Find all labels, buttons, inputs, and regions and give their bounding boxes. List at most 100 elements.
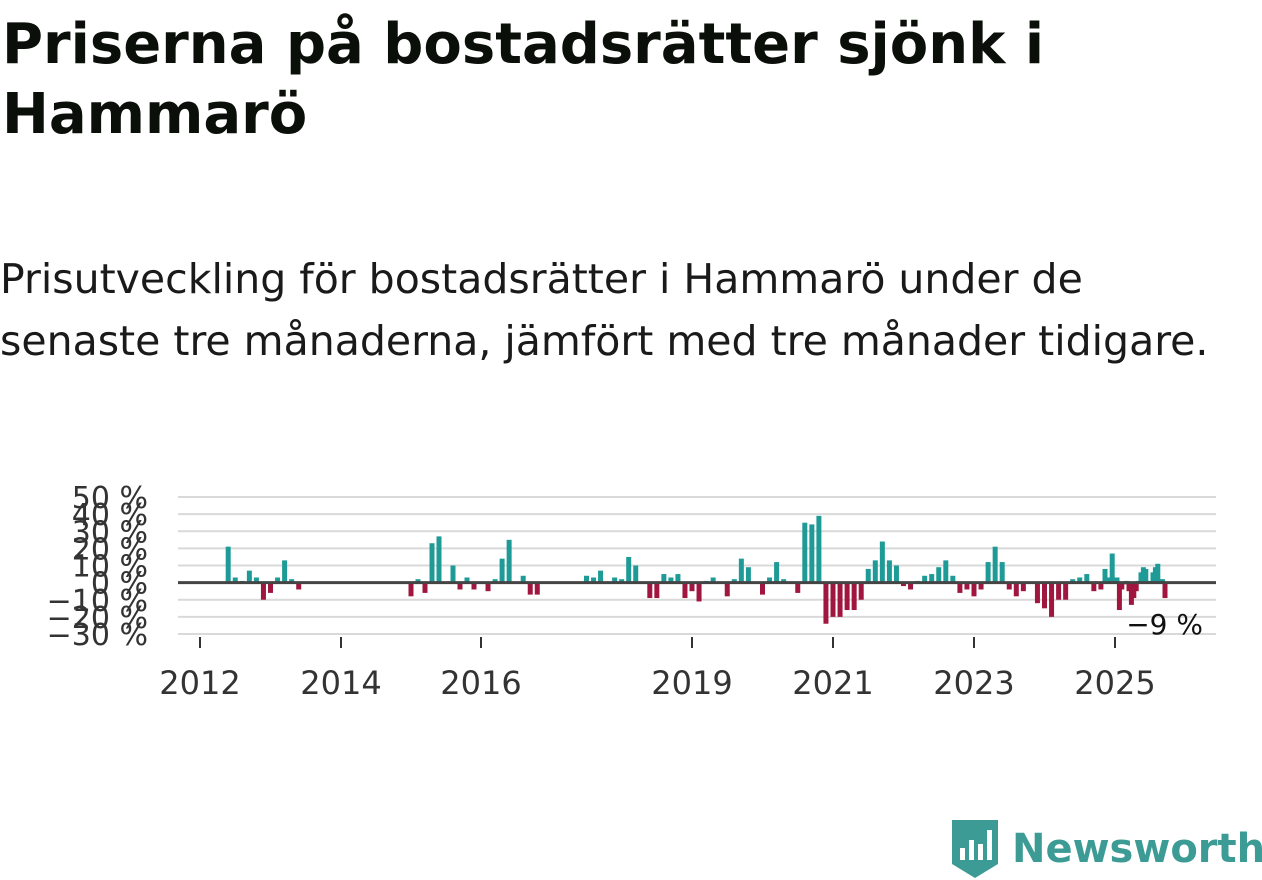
y-tick-label: −30 %: [47, 618, 148, 653]
bar: [619, 579, 625, 583]
bar: [1042, 582, 1047, 609]
bar: [464, 577, 470, 583]
y-tick-label: 10 %: [72, 550, 148, 585]
bar: [499, 558, 505, 583]
bar: [809, 524, 815, 583]
bar: [851, 582, 857, 611]
bar: [260, 582, 266, 600]
x-tick-label: 2025: [1074, 664, 1155, 702]
bar: [710, 577, 716, 583]
x-tick-label: 2016: [440, 664, 521, 702]
bar: [275, 577, 281, 583]
y-axis-ticks: 50 %40 %30 %20 %10 %0 %−10 %−20 %−30 %: [47, 481, 148, 653]
bar: [816, 515, 822, 583]
bar: [760, 582, 765, 595]
bar: [823, 582, 829, 624]
x-tick-label: 2012: [159, 664, 240, 702]
bar: [1098, 582, 1104, 590]
bar: [457, 582, 463, 590]
bar: [696, 582, 702, 602]
bar: [232, 577, 238, 583]
bar: [647, 582, 653, 599]
bar: [633, 565, 639, 583]
bar: [745, 567, 751, 583]
brand-logo: Newsworthy: [950, 818, 1262, 880]
y-tick-label: 20 %: [72, 532, 148, 567]
bar: [999, 562, 1005, 583]
bar: [1077, 577, 1083, 583]
bar: [225, 546, 231, 583]
bar: [612, 577, 618, 583]
bar: [950, 575, 956, 583]
bar: [296, 582, 302, 590]
bar: [436, 536, 442, 583]
bar: [1116, 582, 1122, 611]
bar: [422, 582, 428, 593]
bars: [225, 515, 1168, 624]
grid-lines: [178, 496, 1216, 635]
chart-title: Priserna på bostadsrätter sjönk i Hammar…: [2, 12, 1045, 147]
bar: [830, 582, 836, 617]
bar: [682, 582, 688, 599]
bar: [837, 582, 843, 617]
bar: [971, 582, 977, 597]
bar: [1084, 574, 1090, 583]
bar: [943, 560, 949, 583]
bar: [844, 582, 850, 611]
bar: [724, 582, 730, 597]
bar: [802, 522, 808, 583]
bar: [858, 582, 864, 600]
bar: [774, 562, 780, 583]
bar: [1155, 563, 1161, 583]
y-tick-label: 50 %: [72, 481, 148, 516]
x-tick-label: 2021: [792, 664, 873, 702]
bar: [767, 577, 773, 583]
x-axis-ticks: 2012 2014 2016 2019 2021 2023 2025: [159, 637, 1156, 702]
x-tick-label: 2019: [651, 664, 732, 702]
y-tick-label: 30 %: [72, 515, 148, 550]
bar: [781, 579, 787, 583]
bar: [1013, 582, 1019, 597]
bar: [492, 579, 498, 583]
bar: [584, 575, 589, 583]
bar: [872, 560, 878, 583]
bar: [520, 575, 526, 583]
bar: [268, 582, 273, 593]
bar: [922, 575, 928, 583]
bar: [992, 546, 998, 583]
bar: [450, 565, 456, 583]
bar: [429, 543, 435, 583]
bar: [1049, 582, 1055, 617]
bar: [1119, 582, 1125, 590]
y-tick-label: 0 %: [91, 567, 148, 602]
y-tick-label: 40 %: [72, 498, 148, 533]
bar: [1056, 582, 1062, 600]
bar: [471, 582, 477, 590]
bar: [626, 556, 632, 583]
bar: [527, 582, 533, 595]
bar: [893, 565, 899, 583]
bar: [506, 539, 512, 583]
bar: [1133, 582, 1139, 592]
bar: [1091, 582, 1097, 592]
bar: [957, 582, 963, 593]
bar: [795, 582, 801, 593]
bar: [282, 560, 288, 583]
bar: [246, 570, 252, 583]
bar: [1162, 582, 1168, 599]
bar: [598, 570, 604, 583]
bar: [1143, 568, 1149, 583]
y-tick-label: −10 %: [47, 584, 148, 619]
bar: [1006, 582, 1012, 590]
bar: [731, 579, 737, 583]
bar: [591, 577, 597, 583]
bar: [668, 577, 674, 583]
bar: [1114, 577, 1120, 583]
brand-name: Newsworthy: [1012, 826, 1262, 872]
bar: [886, 560, 892, 583]
bar: [738, 558, 744, 583]
bar: [865, 568, 871, 583]
bar: [253, 577, 259, 583]
bar: [1070, 579, 1076, 583]
bar: [1063, 582, 1069, 600]
